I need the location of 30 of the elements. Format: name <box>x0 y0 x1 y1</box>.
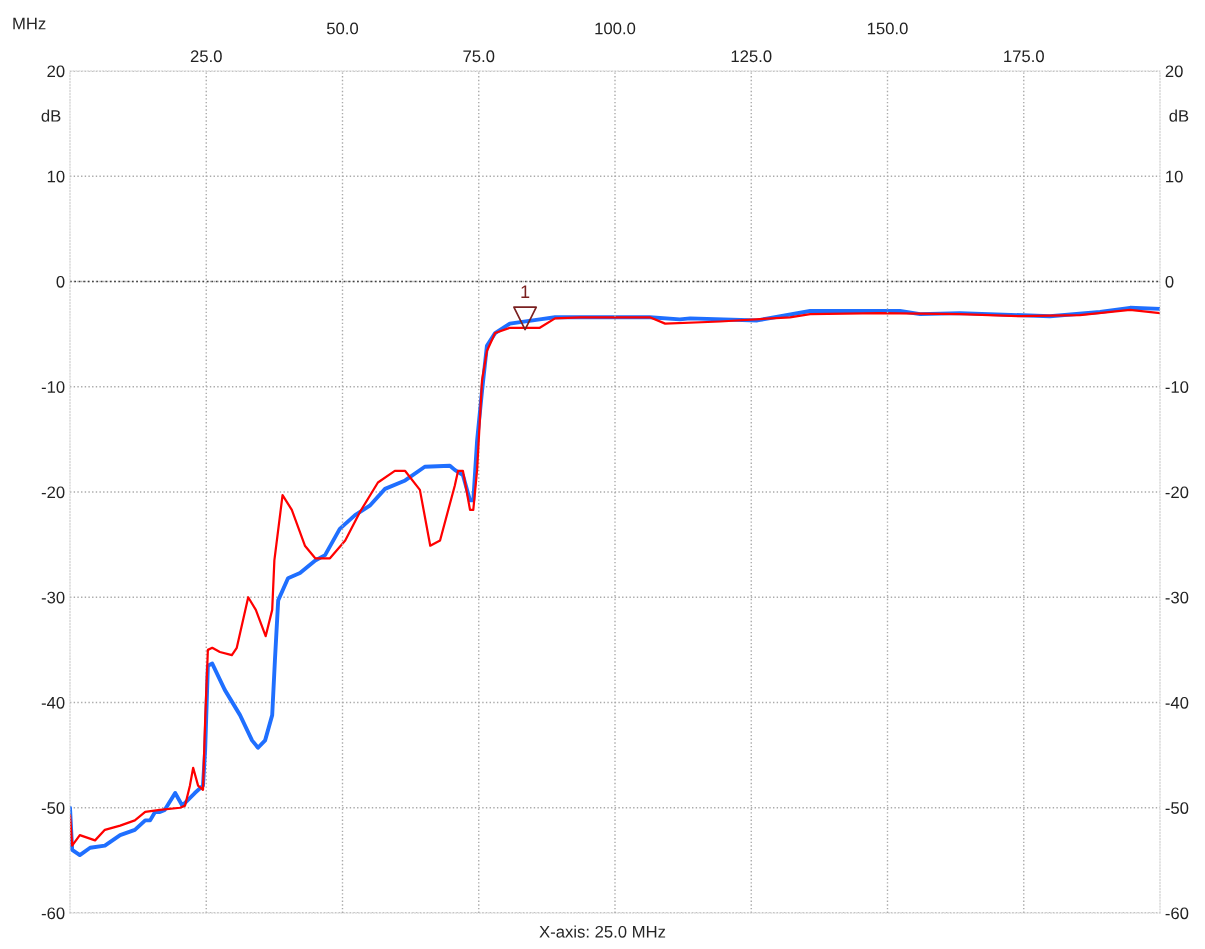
y2-tick-label: -50 <box>1165 802 1189 814</box>
x-tick-label: 75.0 <box>463 50 495 63</box>
y-axis-title: dB <box>41 109 61 122</box>
y2-tick-label: -40 <box>1165 696 1189 709</box>
text: X-axis: 25.0 MHz <box>539 925 666 938</box>
y2-tick-label: -60 <box>1165 907 1189 920</box>
y2-tick-label: 20 <box>1165 65 1183 78</box>
y-tick-label: -40 <box>41 696 65 709</box>
y2-tick-label: -20 <box>1165 486 1189 499</box>
y-tick-label: 10 <box>47 170 65 183</box>
y-tick-label: 0 <box>56 275 65 288</box>
x-tick-label: 125.0 <box>731 50 772 63</box>
annotation: 1 <box>521 285 530 298</box>
y-tick-label: -30 <box>41 591 65 604</box>
x-tick-label: 175.0 <box>1004 50 1044 63</box>
y-tick-label: -50 <box>41 802 65 814</box>
y-tick-label: -20 <box>41 486 65 499</box>
x-tick-label: 25.0 <box>190 50 222 63</box>
y2-tick-label: -10 <box>1165 381 1189 393</box>
x2-tick-label: 100.0 <box>595 22 636 35</box>
y2-axis-title: dB <box>1169 109 1189 122</box>
y-tick-label: -10 <box>41 381 65 393</box>
y2-tick-label: -30 <box>1165 591 1189 604</box>
x2-tick-label: 150.0 <box>867 22 908 35</box>
y-tick-label: -60 <box>41 907 65 920</box>
x-axis-title: MHz <box>13 17 46 30</box>
y2-tick-label: 10 <box>1166 170 1183 183</box>
y2-tick-label: 0 <box>1165 275 1174 288</box>
y-tick-label: 20 <box>47 65 65 78</box>
x2-tick-label: 50.0 <box>326 22 359 35</box>
